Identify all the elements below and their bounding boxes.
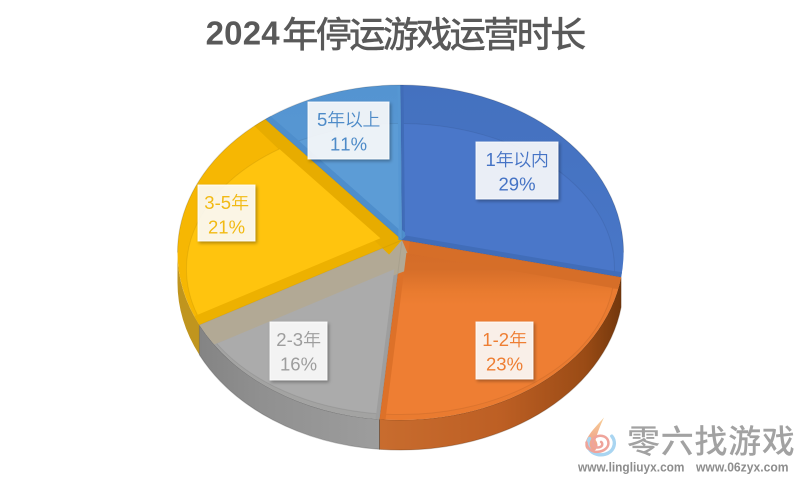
svg-text:1: 1 [340, 134, 350, 155]
svg-text:-: - [493, 329, 499, 350]
svg-text:%: % [229, 217, 245, 238]
svg-text:www.lingliuyx.com: www.lingliuyx.com [577, 460, 684, 475]
svg-text:2024: 2024 [206, 15, 281, 52]
svg-text:2: 2 [208, 217, 218, 238]
svg-text:-: - [287, 329, 293, 350]
svg-text:2: 2 [499, 174, 509, 195]
svg-text:1: 1 [486, 149, 496, 170]
svg-text:2: 2 [276, 329, 286, 350]
svg-text:www.06zyx.com: www.06zyx.com [695, 460, 788, 475]
svg-text:5: 5 [317, 109, 327, 130]
svg-text:2: 2 [499, 329, 509, 350]
svg-text:1: 1 [280, 354, 290, 375]
svg-text:3: 3 [496, 354, 506, 375]
svg-text:2: 2 [486, 354, 496, 375]
svg-text:3: 3 [293, 329, 303, 350]
svg-text:%: % [301, 354, 317, 375]
svg-text:1: 1 [218, 217, 228, 238]
svg-text:-: - [215, 192, 221, 213]
svg-text:1: 1 [330, 134, 340, 155]
svg-text:%: % [507, 354, 523, 375]
svg-text:9: 9 [509, 174, 519, 195]
svg-text:3: 3 [204, 192, 214, 213]
svg-text:%: % [519, 174, 535, 195]
svg-text:%: % [351, 134, 367, 155]
svg-text:1: 1 [482, 329, 492, 350]
svg-text:5: 5 [221, 192, 231, 213]
svg-text:6: 6 [290, 354, 300, 375]
